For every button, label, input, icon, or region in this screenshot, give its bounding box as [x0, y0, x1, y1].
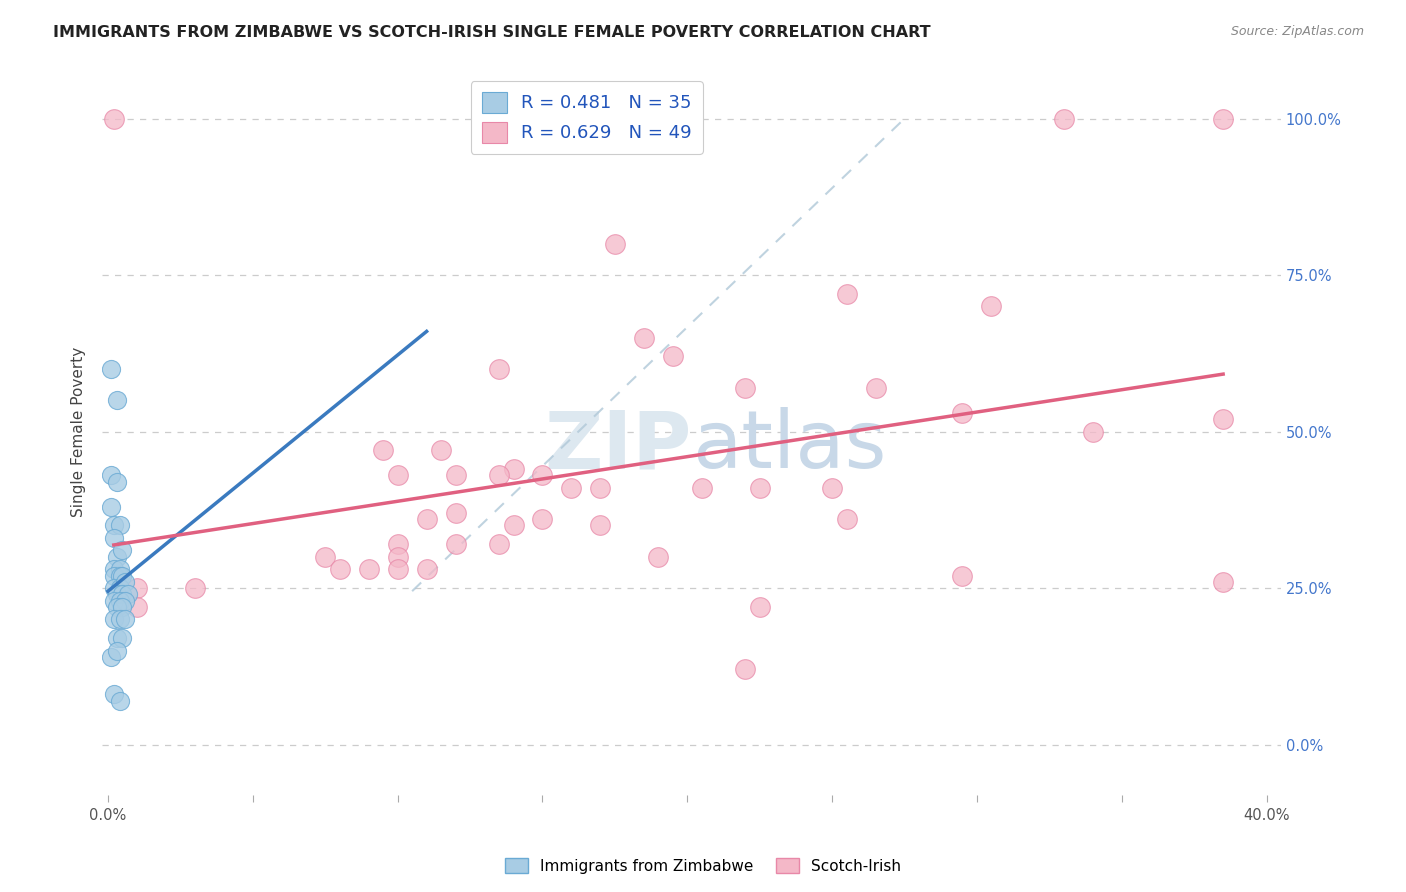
Point [108, 568, 131, 582]
Point [105, 631, 128, 645]
Point [103, 593, 125, 607]
Point [603, 236, 626, 251]
Text: ZIP: ZIP [544, 407, 692, 485]
Point [100, 362, 122, 376]
Point [1081, 425, 1104, 439]
Point [952, 406, 974, 420]
Point [502, 518, 524, 533]
Point [1212, 112, 1234, 126]
Point [357, 562, 380, 576]
Point [502, 462, 524, 476]
Point [748, 599, 770, 614]
Point [108, 518, 131, 533]
Point [488, 468, 510, 483]
Point [734, 662, 756, 676]
Point [114, 593, 136, 607]
Point [103, 568, 125, 582]
Point [111, 568, 134, 582]
Point [444, 506, 467, 520]
Point [103, 112, 125, 126]
Point [103, 562, 125, 576]
Text: atlas: atlas [692, 407, 886, 485]
Point [430, 443, 453, 458]
Point [952, 568, 974, 582]
Point [387, 537, 409, 551]
Point [105, 549, 128, 564]
Point [387, 468, 409, 483]
Point [662, 350, 685, 364]
Point [589, 481, 612, 495]
Point [105, 643, 128, 657]
Point [105, 475, 128, 489]
Point [387, 562, 409, 576]
Point [748, 481, 770, 495]
Point [108, 612, 131, 626]
Point [415, 562, 437, 576]
Point [105, 393, 128, 408]
Point [387, 549, 409, 564]
Point [980, 299, 1002, 313]
Point [444, 468, 467, 483]
Y-axis label: Single Female Poverty: Single Female Poverty [72, 346, 86, 516]
Point [105, 599, 128, 614]
Point [103, 518, 125, 533]
Point [100, 500, 122, 514]
Point [111, 543, 134, 558]
Point [835, 286, 858, 301]
Point [103, 531, 125, 545]
Point [373, 443, 395, 458]
Point [531, 512, 554, 526]
Point [100, 649, 122, 664]
Point [111, 631, 134, 645]
Point [633, 331, 655, 345]
Text: IMMIGRANTS FROM ZIMBABWE VS SCOTCH-IRISH SINGLE FEMALE POVERTY CORRELATION CHART: IMMIGRANTS FROM ZIMBABWE VS SCOTCH-IRISH… [53, 25, 931, 40]
Legend: R = 0.481   N = 35, R = 0.629   N = 49: R = 0.481 N = 35, R = 0.629 N = 49 [471, 81, 703, 153]
Point [415, 512, 437, 526]
Point [103, 688, 125, 702]
Point [314, 549, 336, 564]
Legend: Immigrants from Zimbabwe, Scotch-Irish: Immigrants from Zimbabwe, Scotch-Irish [499, 852, 907, 880]
Point [488, 537, 510, 551]
Point [105, 587, 128, 601]
Point [647, 549, 669, 564]
Point [108, 593, 131, 607]
Point [117, 587, 139, 601]
Point [1212, 412, 1234, 426]
Point [865, 381, 887, 395]
Point [108, 581, 131, 595]
Point [1053, 112, 1076, 126]
Point [114, 612, 136, 626]
Point [690, 481, 713, 495]
Point [103, 581, 125, 595]
Point [108, 562, 131, 576]
Point [488, 362, 510, 376]
Point [125, 599, 148, 614]
Text: Source: ZipAtlas.com: Source: ZipAtlas.com [1230, 25, 1364, 38]
Point [821, 481, 844, 495]
Point [589, 518, 612, 533]
Point [835, 512, 858, 526]
Point [100, 468, 122, 483]
Point [125, 581, 148, 595]
Point [114, 574, 136, 589]
Point [111, 599, 134, 614]
Point [108, 694, 131, 708]
Point [103, 612, 125, 626]
Point [560, 481, 582, 495]
Point [111, 587, 134, 601]
Point [531, 468, 554, 483]
Point [1212, 574, 1234, 589]
Point [184, 581, 207, 595]
Point [734, 381, 756, 395]
Point [444, 537, 467, 551]
Point [329, 562, 352, 576]
